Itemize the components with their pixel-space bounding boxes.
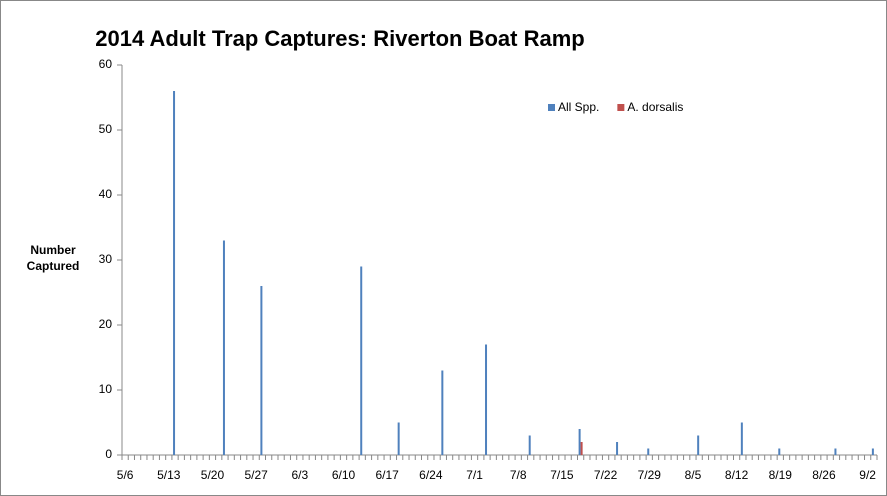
bar [397,422,400,455]
y-tick-label: 10 [99,382,113,396]
x-tick-label: 8/5 [685,468,702,482]
x-tick-label: 8/26 [812,468,836,482]
x-tick-label: 5/20 [201,468,225,482]
bar [740,422,743,455]
bar [778,448,781,455]
x-tick-label: 6/24 [419,468,443,482]
bar [647,448,650,455]
y-tick-label: 40 [99,187,113,201]
x-tick-label: 5/6 [117,468,134,482]
bar [441,370,444,455]
bar [222,240,225,455]
bar [834,448,837,455]
x-tick-label: 7/1 [466,468,483,482]
y-tick-label: 30 [99,252,113,266]
legend-swatch [617,104,625,111]
legend-label: All Spp. [558,100,599,114]
x-tick-label: 5/27 [244,468,268,482]
x-tick-label: 7/8 [510,468,527,482]
bar [260,286,263,455]
legend-label: A. dorsalis [627,100,683,114]
y-axis-label: Number Captured [26,243,80,273]
chart-title: 2014 Adult Trap Captures: Riverton Boat … [95,26,584,51]
x-tick-label: 5/13 [157,468,181,482]
bar [871,448,874,455]
x-tick-label: 8/19 [769,468,793,482]
y-tick-label: 0 [105,447,112,461]
x-tick-label: 7/15 [550,468,574,482]
bar [616,442,619,455]
x-tick-label: 6/17 [376,468,400,482]
bar [360,266,363,455]
bar [697,435,700,455]
x-tick-label: 7/29 [638,468,662,482]
x-tick-label: 9/2 [859,468,876,482]
bar [578,429,581,455]
bar [580,442,583,455]
x-tick-label: 8/12 [725,468,749,482]
bar [173,91,176,455]
y-tick-label: 60 [99,57,113,71]
x-tick-label: 7/22 [594,468,618,482]
x-tick-label: 6/3 [291,468,308,482]
y-tick-label: 50 [99,122,113,136]
x-tick-label: 6/10 [332,468,356,482]
y-tick-label: 20 [99,317,113,331]
bar [485,344,488,455]
bar [528,435,531,455]
legend-swatch [548,104,555,111]
